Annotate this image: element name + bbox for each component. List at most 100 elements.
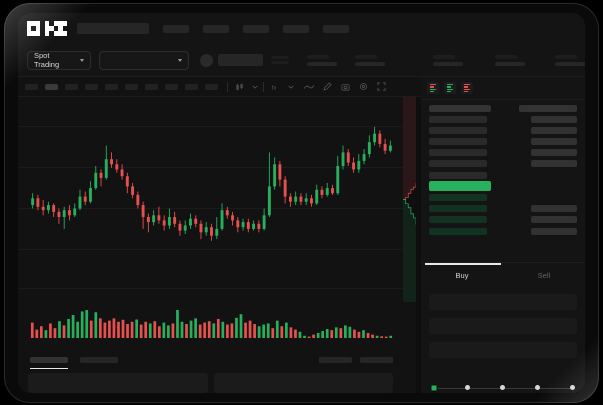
timeframe-button-10[interactable]: [205, 83, 218, 90]
bottom-action-1[interactable]: [319, 357, 352, 363]
chevron-down-icon[interactable]: [252, 84, 258, 90]
orderbook-buy-icon[interactable]: [444, 82, 456, 94]
order-total-field[interactable]: [429, 342, 577, 358]
ticker-stat-3: [433, 54, 463, 66]
ask-amount: [531, 149, 577, 157]
orderbook-header-row: [421, 104, 585, 112]
last-price: [429, 181, 491, 192]
tab-sell[interactable]: Sell: [537, 271, 551, 280]
logo-cell: [35, 31, 41, 36]
logo-cell: [31, 21, 36, 26]
bid-amount: [531, 205, 577, 213]
fullscreen-icon[interactable]: [377, 82, 386, 91]
drawing-tools-icon[interactable]: [323, 82, 332, 91]
coin-avatar: [200, 53, 214, 67]
bottom-panel-right[interactable]: [213, 373, 393, 393]
stat-value: [433, 61, 463, 66]
table-row[interactable]: [421, 115, 585, 123]
logo-cell: [58, 31, 63, 36]
slider-node-100[interactable]: [570, 385, 575, 390]
camera-icon[interactable]: [341, 82, 350, 91]
last-price-row: [421, 181, 585, 192]
bottom-actions: [319, 357, 393, 363]
ask-price: [429, 115, 487, 123]
top-navigation-bar: [18, 13, 585, 44]
table-row[interactable]: [421, 149, 585, 157]
orderbook-both-icon[interactable]: [427, 82, 439, 94]
market-type-label: Spot Trading: [34, 51, 60, 69]
slider-node-75[interactable]: [535, 385, 540, 390]
chevron-down-icon[interactable]: [288, 84, 294, 90]
slider-node-50[interactable]: [500, 385, 505, 390]
percent-slider[interactable]: [430, 383, 576, 393]
timeframe-button-3[interactable]: [65, 83, 78, 90]
table-row[interactable]: [421, 138, 585, 146]
nav-item-1[interactable]: [163, 24, 189, 33]
slider-handle[interactable]: [430, 384, 438, 392]
bottom-action-2[interactable]: [360, 357, 393, 363]
table-row[interactable]: [421, 126, 585, 134]
timeframe-button-2[interactable]: [45, 83, 58, 90]
nav-item-2[interactable]: [203, 24, 229, 33]
settings-gear-icon[interactable]: [359, 82, 368, 91]
logo-cell: [27, 26, 32, 31]
timeframe-button-1[interactable]: [25, 83, 38, 90]
bid-price: [429, 205, 487, 213]
gridline-1: [18, 166, 403, 168]
gridline-3: [18, 248, 403, 250]
bottom-panel-left[interactable]: [28, 373, 208, 393]
timeframe-button-8[interactable]: [165, 83, 178, 90]
timeframe-button-9[interactable]: [185, 83, 198, 90]
ask-amount: [531, 160, 577, 168]
stat-label: [433, 54, 455, 59]
logo-cell: [53, 31, 59, 36]
bid-price: [429, 194, 487, 201]
bottom-content-panels: [18, 373, 403, 393]
ask-price: [429, 138, 487, 146]
orderbook-both-bars: [430, 83, 436, 93]
pair-selector-dropdown[interactable]: [99, 50, 190, 70]
tab-open-orders[interactable]: [30, 357, 68, 369]
market-type-dropdown[interactable]: Spot Trading: [27, 50, 92, 70]
timeframe-button-6[interactable]: [125, 83, 138, 90]
orderbook-sell-icon[interactable]: [461, 82, 473, 94]
toolbar-divider: [227, 81, 228, 92]
logo-cell: [27, 21, 32, 26]
ask-amount: [531, 138, 577, 146]
pair-meta-line-1: [271, 56, 289, 59]
order-amount-field[interactable]: [429, 318, 577, 334]
table-row[interactable]: [421, 171, 585, 179]
tab-buy[interactable]: Buy: [455, 271, 469, 280]
timeframe-button-5[interactable]: [105, 83, 118, 90]
candlestick-chart-icon[interactable]: [236, 83, 244, 91]
okx-logo[interactable]: [27, 21, 67, 36]
price-chart[interactable]: [18, 97, 403, 302]
nav-item-4[interactable]: [283, 24, 309, 33]
table-row[interactable]: [421, 160, 585, 168]
logo-cell: [58, 21, 63, 26]
timeframe-button-4[interactable]: [85, 83, 98, 90]
order-book[interactable]: [421, 100, 585, 235]
indicators-icon[interactable]: fx: [272, 83, 280, 91]
gridline-2: [18, 207, 403, 209]
table-row[interactable]: [421, 194, 585, 202]
table-row[interactable]: [421, 205, 585, 213]
buy-sell-tabs: Buy Sell: [421, 262, 585, 288]
search-input[interactable]: [77, 23, 149, 34]
line-wave-icon[interactable]: [304, 83, 314, 91]
stat-label: [355, 54, 377, 59]
order-price-field[interactable]: [429, 294, 577, 310]
nav-item-3[interactable]: [243, 24, 269, 33]
slider-node-25[interactable]: [465, 385, 470, 390]
table-row[interactable]: [421, 227, 585, 235]
stat-value: [307, 61, 337, 66]
ask-amount: [531, 126, 577, 134]
timeframe-button-7[interactable]: [145, 83, 158, 90]
table-row[interactable]: [421, 216, 585, 224]
logo-cell: [35, 26, 41, 31]
logo-cell: [62, 31, 67, 36]
volume-histogram: [18, 302, 403, 351]
ask-amount: [531, 115, 577, 123]
nav-item-5[interactable]: [323, 24, 349, 33]
tab-order-history[interactable]: [80, 357, 118, 363]
